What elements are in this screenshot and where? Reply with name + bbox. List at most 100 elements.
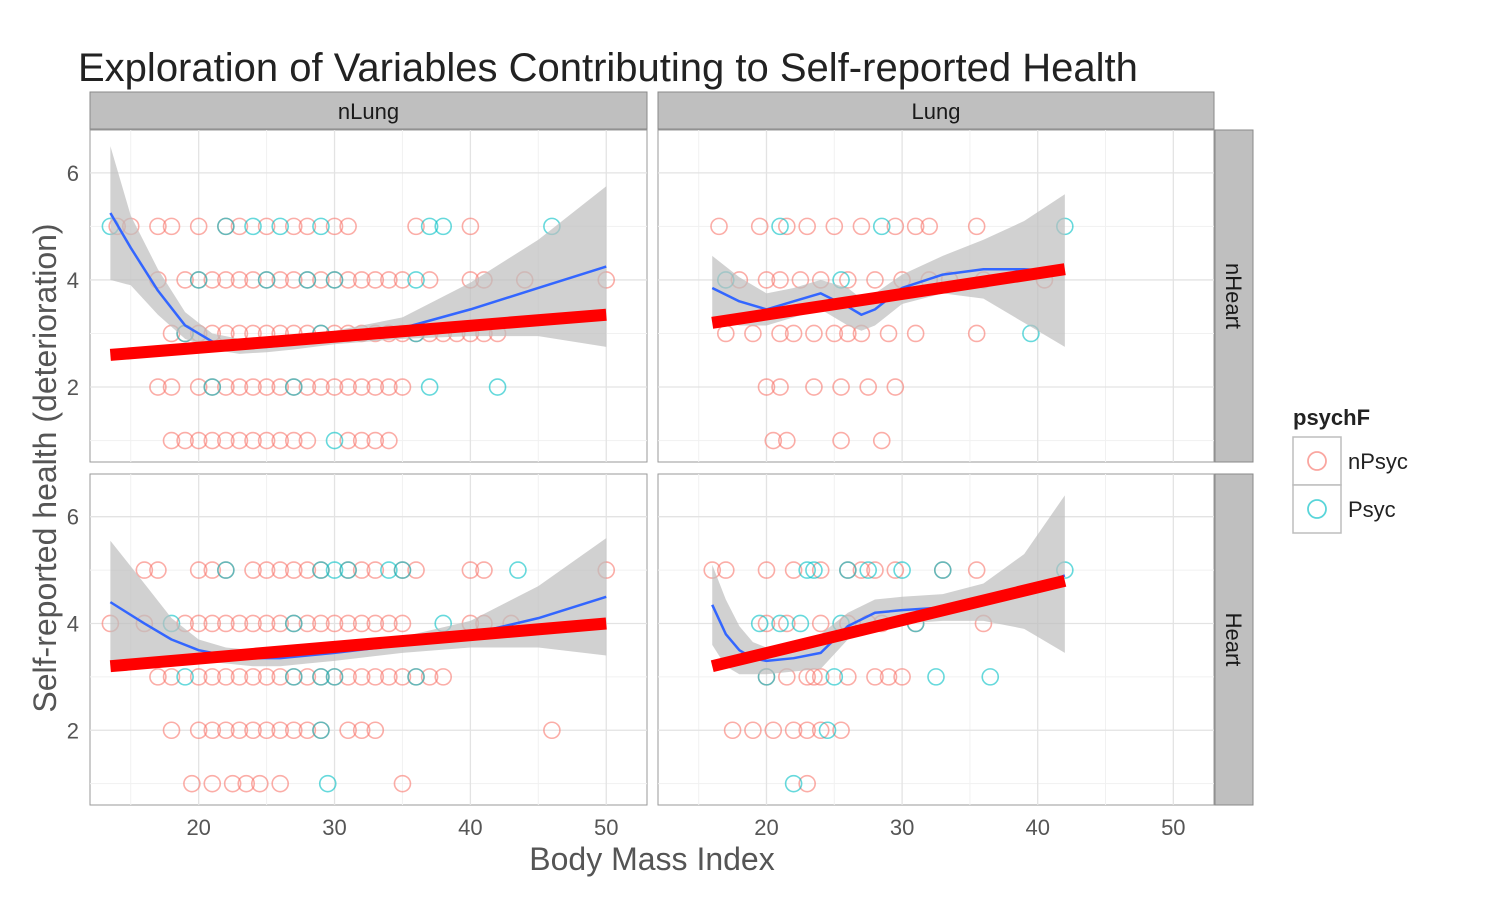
facet-label: nHeart — [1221, 263, 1246, 329]
point-npsyc — [189, 721, 208, 740]
point-npsyc — [339, 378, 357, 396]
panel-lung-nheart — [657, 129, 1215, 463]
linear-fit-line — [710, 574, 1067, 673]
point-npsyc — [189, 378, 208, 396]
point-psyc — [298, 271, 317, 289]
point-npsyc — [366, 431, 385, 450]
point-npsyc — [420, 271, 439, 289]
point-npsyc — [352, 378, 371, 396]
point-psyc — [933, 561, 952, 579]
point-npsyc — [366, 721, 385, 740]
facet-strip-nlung — [89, 91, 648, 130]
y-tick-label: 2 — [67, 375, 79, 400]
point-npsyc — [366, 614, 385, 633]
point-npsyc — [257, 431, 276, 450]
point-npsyc — [750, 217, 769, 236]
point-psyc — [312, 721, 330, 740]
point-npsyc — [744, 721, 762, 740]
point-npsyc — [271, 774, 289, 793]
point-psyc — [203, 378, 222, 396]
facet-label: Lung — [912, 99, 961, 124]
point-npsyc — [407, 217, 425, 236]
point-npsyc — [879, 324, 898, 343]
point-npsyc — [434, 668, 453, 686]
point-npsyc — [366, 561, 385, 579]
point-npsyc — [298, 721, 317, 740]
point-psyc — [818, 721, 837, 740]
point-npsyc — [380, 271, 398, 289]
x-tick-label: 50 — [594, 815, 618, 840]
point-npsyc — [366, 271, 385, 289]
point-npsyc — [352, 668, 371, 686]
point-npsyc — [298, 614, 317, 633]
point-npsyc — [271, 431, 289, 450]
point-npsyc — [203, 668, 222, 686]
point-npsyc — [811, 721, 830, 740]
point-npsyc — [284, 721, 303, 740]
point-npsyc — [461, 217, 480, 236]
point-npsyc — [217, 721, 235, 740]
y-tick-label: 6 — [67, 161, 79, 186]
point-psyc — [420, 217, 439, 236]
x-tick-label: 40 — [1025, 815, 1049, 840]
point-npsyc — [162, 431, 181, 450]
point-npsyc — [811, 668, 830, 686]
panel-background — [657, 473, 1215, 806]
point-npsyc — [237, 774, 256, 793]
point-npsyc — [244, 614, 262, 633]
point-npsyc — [825, 324, 844, 343]
point-npsyc — [162, 217, 181, 236]
point-npsyc — [886, 378, 905, 396]
point-npsyc — [312, 614, 330, 633]
point-npsyc — [352, 431, 371, 450]
point-npsyc — [203, 561, 222, 579]
point-psyc — [893, 561, 911, 579]
point-npsyc — [805, 378, 823, 396]
point-npsyc — [866, 668, 884, 686]
y-tick-label: 4 — [67, 268, 79, 293]
point-npsyc — [866, 271, 884, 289]
linear-fit-line — [109, 617, 607, 673]
point-psyc — [189, 271, 208, 289]
point-npsyc — [886, 217, 905, 236]
point-npsyc — [886, 561, 905, 579]
point-npsyc — [866, 561, 884, 579]
point-psyc — [325, 431, 344, 450]
point-psyc — [380, 561, 398, 579]
point-npsyc — [230, 721, 249, 740]
point-npsyc — [257, 217, 276, 236]
legend-symbol-npsyc — [1307, 451, 1327, 471]
point-npsyc — [784, 324, 803, 343]
point-psyc — [872, 217, 891, 236]
point-psyc — [284, 614, 303, 633]
point-npsyc — [967, 324, 986, 343]
point-npsyc — [475, 561, 493, 579]
point-psyc — [771, 614, 789, 633]
point-npsyc — [203, 431, 222, 450]
point-npsyc — [244, 668, 262, 686]
point-npsyc — [162, 378, 181, 396]
point-npsyc — [764, 431, 783, 450]
facet-panels: nLung Lung nHeart Heart 2 4 6 2 4 6 20 30 40 50 20 30 40… — [67, 91, 1254, 840]
point-npsyc — [784, 561, 803, 579]
point-npsyc — [352, 614, 371, 633]
smooth-confidence-band — [110, 146, 607, 354]
point-psyc — [284, 378, 303, 396]
point-npsyc — [393, 668, 412, 686]
point-psyc — [859, 561, 877, 579]
point-npsyc — [217, 614, 235, 633]
point-psyc — [407, 271, 425, 289]
y-axis-label: Self-reported health (deterioration) — [27, 223, 63, 712]
point-npsyc — [284, 561, 303, 579]
point-npsyc — [257, 668, 276, 686]
point-npsyc — [771, 378, 789, 396]
point-npsyc — [771, 324, 789, 343]
point-npsyc — [312, 378, 330, 396]
point-npsyc — [217, 378, 235, 396]
point-npsyc — [339, 431, 357, 450]
point-psyc — [771, 217, 789, 236]
panel-nlung-heart — [89, 473, 648, 806]
point-npsyc — [230, 378, 249, 396]
point-npsyc — [149, 217, 167, 236]
